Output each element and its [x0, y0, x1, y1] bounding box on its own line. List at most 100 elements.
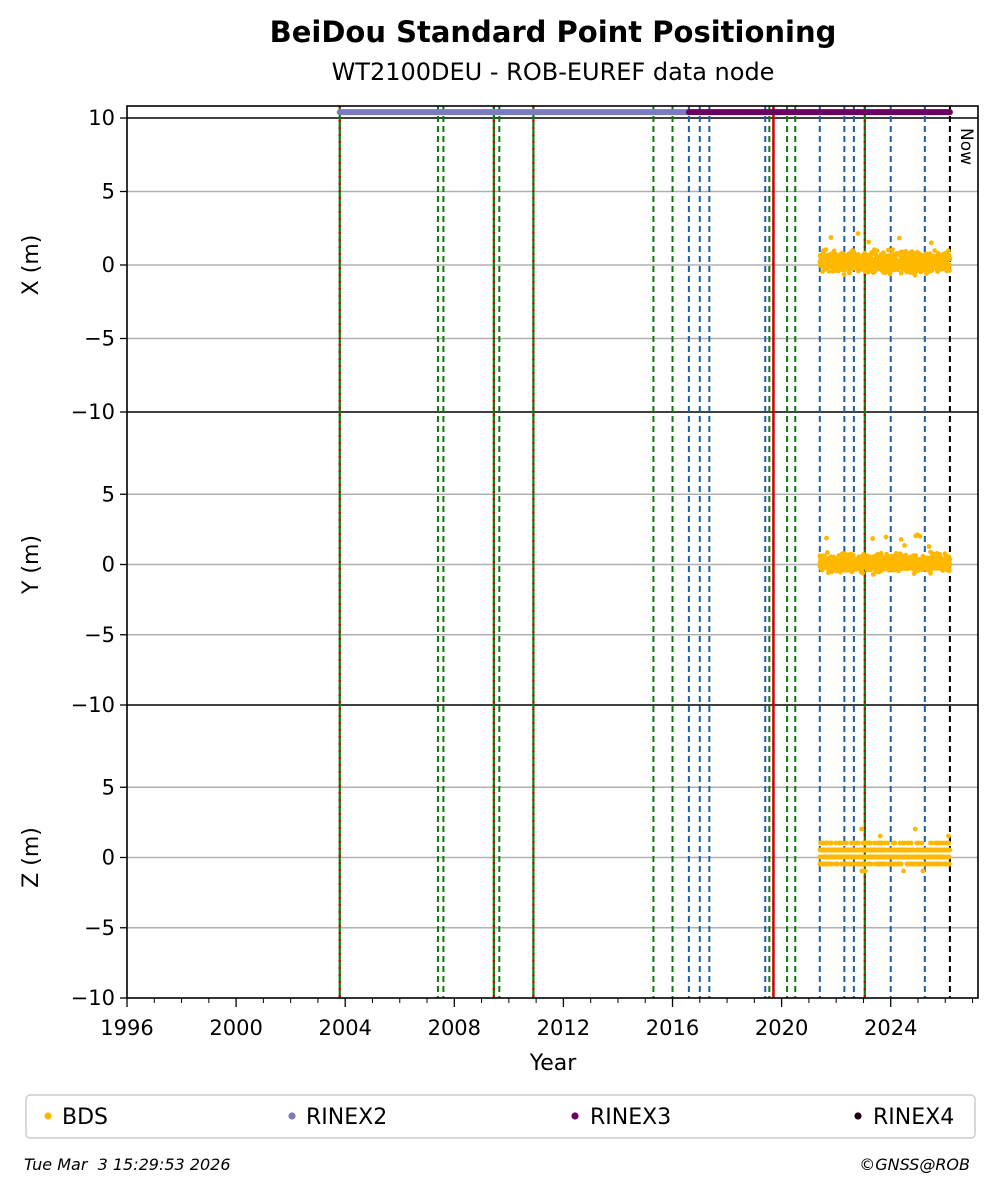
bds-point: [823, 247, 829, 253]
bds-point: [899, 249, 905, 255]
bds-point: [934, 551, 940, 556]
bds-point: [855, 254, 861, 260]
bds-point: [895, 251, 901, 257]
bds-point: [941, 847, 946, 853]
bds-point: [925, 854, 931, 860]
y-tick-label: 0: [102, 846, 115, 870]
bds-point: [945, 847, 951, 853]
bds-point: [912, 826, 918, 832]
x-tick-label: 1996: [100, 1016, 153, 1040]
bds-point: [825, 861, 831, 867]
y-tick-label: −10: [71, 986, 115, 1010]
bds-point: [926, 544, 932, 549]
x-tick-label: 2020: [755, 1016, 808, 1040]
bds-point: [837, 840, 843, 846]
bds-point: [829, 251, 835, 257]
x-tick-label: 2024: [864, 1016, 917, 1040]
now-label: Now: [956, 128, 976, 165]
bds-point: [871, 261, 877, 267]
bds-point: [831, 565, 837, 571]
y-tick-label: −10: [71, 693, 115, 717]
bds-point: [942, 563, 947, 569]
chart-title: BeiDou Standard Point Positioning: [270, 15, 837, 49]
bds-point: [836, 261, 842, 266]
x-axis-label: Year: [529, 1051, 578, 1076]
bds-point: [827, 557, 832, 563]
bds-point: [851, 840, 857, 846]
bds-point: [830, 264, 836, 269]
bds-point: [896, 568, 901, 574]
bds-point: [848, 854, 853, 860]
bds-point: [942, 256, 948, 262]
bds-point: [908, 847, 913, 853]
bds-point: [907, 270, 912, 275]
bds-point: [846, 262, 852, 267]
bds-point: [870, 854, 876, 860]
bds-point: [928, 549, 933, 555]
bds-point: [819, 559, 824, 564]
bds-point: [833, 840, 839, 846]
bds-point: [886, 247, 891, 253]
bds-point: [872, 267, 878, 273]
bds-point: [843, 854, 849, 860]
legend: BDS RINEX2 RINEX3 RINEX4: [25, 1094, 976, 1139]
bds-point: [819, 847, 825, 853]
bds-point: [893, 847, 899, 853]
bds-point: [878, 568, 883, 574]
bds-point: [856, 265, 862, 271]
bds-point: [898, 537, 904, 542]
bds-point: [942, 551, 948, 557]
y-axis-label: X (m): [19, 235, 44, 296]
bds-point: [840, 563, 846, 569]
bds-point: [834, 257, 839, 262]
bds-point: [866, 239, 871, 245]
bds-point: [835, 854, 841, 860]
bds-point: [946, 840, 951, 846]
bds-point: [923, 271, 929, 276]
bds-point: [908, 840, 914, 846]
bds-point: [888, 268, 893, 274]
bds-point: [881, 250, 886, 256]
y-tick-label: 10: [88, 106, 115, 130]
legend-label-rinex2: RINEX2: [306, 1105, 387, 1130]
bds-point: [920, 553, 926, 559]
bds-point: [843, 253, 849, 259]
bds-point: [820, 861, 826, 867]
bds-point: [909, 264, 915, 270]
bds-point: [902, 543, 907, 548]
bds-point: [817, 253, 823, 258]
bds-point: [867, 565, 873, 571]
bds-point: [864, 840, 870, 846]
bds-point: [843, 861, 848, 867]
bds-point: [916, 261, 921, 266]
bds-point: [856, 847, 861, 853]
bds-point: [945, 854, 951, 860]
bds-point: [892, 840, 898, 846]
bds-point: [864, 557, 870, 562]
bds-point: [890, 247, 895, 253]
y-tick-label: −5: [84, 916, 115, 940]
bds-point: [909, 861, 914, 867]
bds-point: [900, 854, 906, 860]
bds-point: [860, 561, 866, 567]
bds-point: [824, 840, 830, 846]
bds-point: [844, 840, 849, 846]
bds-point: [859, 258, 865, 264]
bds-point: [912, 269, 918, 275]
x-tick-label: 2004: [318, 1016, 371, 1040]
bds-point: [841, 272, 847, 278]
bds-point: [898, 563, 903, 569]
x-tick-label: 2016: [646, 1016, 699, 1040]
bds-point: [904, 861, 910, 867]
bds-point: [895, 854, 901, 860]
bds-point: [901, 868, 906, 874]
bds-point: [870, 536, 875, 541]
bds-point: [842, 847, 848, 853]
bds-point: [895, 267, 901, 273]
series-bds-points: [817, 231, 953, 874]
bds-point: [831, 554, 837, 560]
bds-point: [842, 258, 848, 264]
y-tick-label: 5: [102, 482, 115, 506]
bds-point: [934, 560, 940, 566]
bds-point: [823, 262, 828, 267]
